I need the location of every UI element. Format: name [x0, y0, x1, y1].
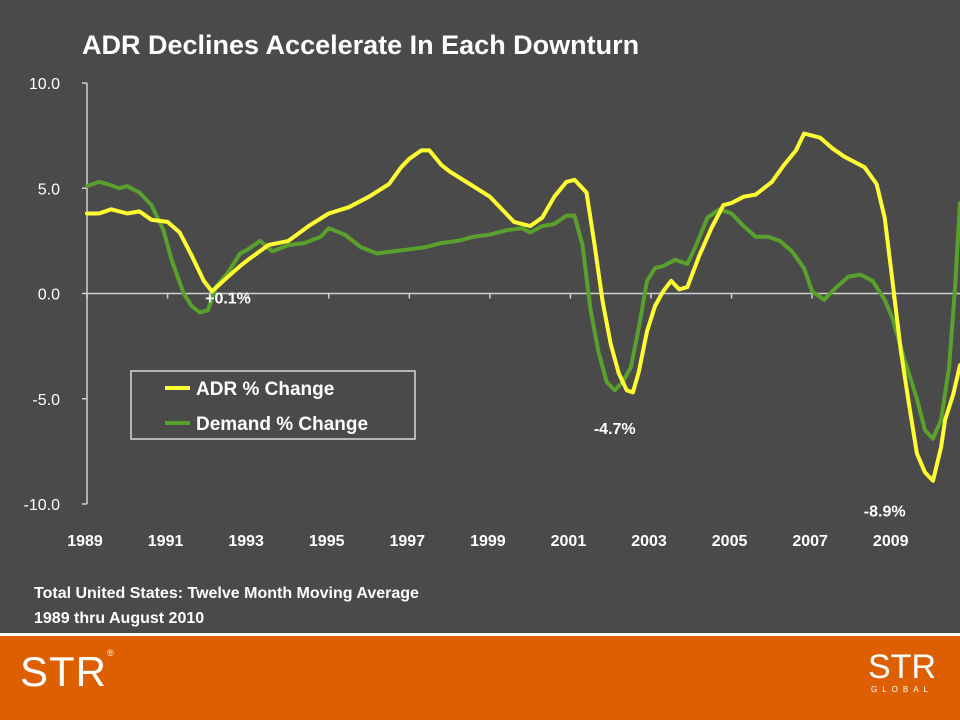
y-tick-label: -5.0 [32, 392, 60, 409]
str-global-logo: STR GLOBAL [868, 650, 936, 694]
data-annotation-label: -8.9% [864, 503, 906, 520]
x-tick-label: 2005 [712, 533, 748, 550]
series-line-adr [85, 131, 960, 483]
x-tick-label: 1995 [309, 533, 345, 550]
y-tick-label: 5.0 [38, 181, 60, 198]
str-logo: STR® [20, 648, 115, 695]
legend-label: Demand % Change [196, 414, 368, 435]
str-global-logo-main: STR [868, 648, 936, 686]
y-tick-label: 10.0 [29, 76, 60, 93]
data-annotation-label: -4.7% [594, 421, 636, 438]
footer-bar [0, 636, 960, 720]
x-tick-label: 1991 [148, 533, 184, 550]
footer-divider [0, 633, 960, 636]
str-global-logo-sub: GLOBAL [870, 685, 933, 694]
x-tick-label: 1989 [67, 533, 103, 550]
line-chart: 10.0 5.0 0.0 -5.0 -10.0 1989 1991 1993 1995 1997 1… [24, 76, 960, 550]
x-tick-label: 2001 [551, 533, 587, 550]
footnote-line2: 1989 thru August 2010 [34, 610, 205, 627]
x-tick-label: 1997 [389, 533, 425, 550]
y-tick-label: 0.0 [38, 287, 60, 304]
y-tick-label: -10.0 [24, 497, 61, 514]
x-tick-label: 1993 [228, 533, 264, 550]
chart-title: ADR Declines Accelerate In Each Downturn [82, 30, 640, 60]
footnote-line1: Total United States: Twelve Month Moving… [34, 585, 419, 602]
x-tick-label: 1999 [470, 533, 506, 550]
data-annotation-label: +0.1% [205, 291, 251, 308]
x-tick-label: 2009 [873, 533, 909, 550]
series-line-demand [85, 179, 960, 441]
legend-box [130, 370, 416, 440]
x-tick-label: 2003 [631, 533, 667, 550]
x-tick-label: 2007 [792, 533, 828, 550]
str-logo-text: STR [20, 648, 107, 695]
legend-label: ADR % Change [196, 379, 334, 400]
